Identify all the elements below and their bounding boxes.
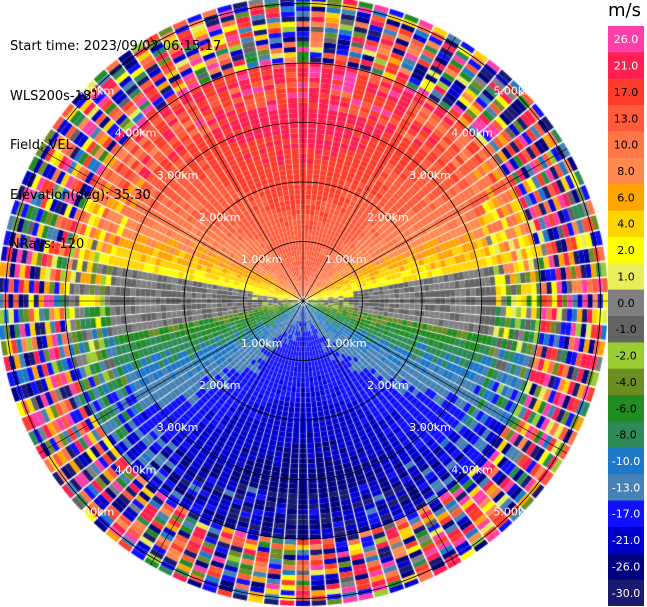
scan-metadata: Start time: 2023/09/02 06:15:17 WLS200s-… [10,6,221,270]
colorbar-swatch [608,210,644,238]
colorbar-swatch [608,474,644,502]
elevation-label: Elevation(deg): 35.30 [10,187,151,203]
colorbar-tick-label: 10.0 [614,139,639,152]
ring-label: 3.00km [409,421,451,434]
colorbar-swatch [608,105,644,132]
colorbar-swatch [608,236,644,264]
colorbar-tick-label: -30.0 [612,587,640,600]
colorbar-swatch [608,342,644,370]
colorbar-swatch [608,368,644,396]
colorbar-tick-label: 17.0 [614,86,639,99]
ring-label: 1.00km [241,253,283,266]
ring-label: 4.00km [115,463,157,476]
colorbar: 26.0 21.0 17.0 13.0 10.0 8.0 6.0 4.0 2.0 1.0 0.0 -1… [608,26,644,606]
azimuth-spoke [150,300,304,566]
colorbar-tick-label: 6.0 [617,191,635,204]
colorbar-tick-label: 2.0 [617,244,635,257]
colorbar-swatch [608,78,644,106]
colorbar-tick-label: 1.0 [617,270,635,283]
ring-label: 5.00km [73,505,115,518]
instrument-label: WLS200s-181 [10,88,100,104]
colorbar-swatch [608,579,644,606]
colorbar-swatch [608,289,644,317]
colorbar-tick-label: -6.0 [615,402,636,415]
azimuth-spoke [302,36,456,302]
colorbar-swatch [608,447,644,475]
ring-label: 2.00km [367,211,409,224]
azimuth-spoke [150,36,304,302]
azimuth-spoke [38,148,304,302]
ring-label: 2.00km [199,379,241,392]
colorbar-tick-label: 13.0 [614,112,639,125]
nrays-label: NRays: 120 [10,237,85,252]
field-label: Field: VEL [10,138,73,153]
azimuth-spoke [302,300,456,566]
ring-label: 4.00km [451,463,493,476]
colorbar-swatch [608,26,644,53]
colorbar-tick-label: -2.0 [615,350,636,363]
colorbar-tick-label: -1.0 [615,323,636,336]
colorbar-swatch [608,131,644,159]
colorbar-tick-label: -13.0 [612,481,640,494]
colorbar-swatch [608,263,644,291]
ring-label: 5.00km [73,85,115,98]
colorbar-tick-label: 8.0 [617,165,635,178]
azimuth-spoke [302,148,568,302]
ring-label: 2.00km [199,211,241,224]
colorbar-swatch [608,52,644,80]
colorbar-swatch [608,157,644,185]
colorbar-swatch [608,500,644,528]
ring-label: 4.00km [451,127,493,140]
ring-label: 4.00km [115,127,157,140]
ring-label: 5.00km [493,505,535,518]
ring-label: 2.00km [367,379,409,392]
colorbar-swatch [608,526,644,554]
ring-label: 3.00km [409,169,451,182]
colorbar-swatch [608,421,644,449]
ring-label: 3.00km [157,421,199,434]
colorbar-swatch [608,316,644,343]
ring-label: 1.00km [241,337,283,350]
ring-label: 5.00km [493,85,535,98]
colorbar-tick-label: 26.0 [614,33,639,46]
azimuth-spoke [302,300,568,454]
colorbar-tick-label: -8.0 [615,429,636,442]
ring-label: 1.00km [325,337,367,350]
colorbar-tick-label: -17.0 [612,508,640,521]
start-time-label: Start time: 2023/09/02 06:15:17 [10,39,222,54]
colorbar-swatch [608,184,644,212]
ring-label: 1.00km [325,253,367,266]
colorbar-tick-label: 21.0 [614,60,639,73]
colorbar-tick-label: 0.0 [617,297,635,310]
colorbar-tick-label: -10.0 [612,455,640,468]
colorbar-tick-label: -26.0 [612,560,640,573]
colorbar-tick-label: -21.0 [612,534,640,547]
colorbar-tick-label: 4.0 [617,218,635,231]
azimuth-spoke [38,300,304,454]
colorbar-swatch [608,395,644,422]
colorbar-swatch [608,553,644,581]
ring-label: 3.00km [157,169,199,182]
colorbar-title: m/s [608,0,641,21]
colorbar-tick-label: -4.0 [615,376,636,389]
